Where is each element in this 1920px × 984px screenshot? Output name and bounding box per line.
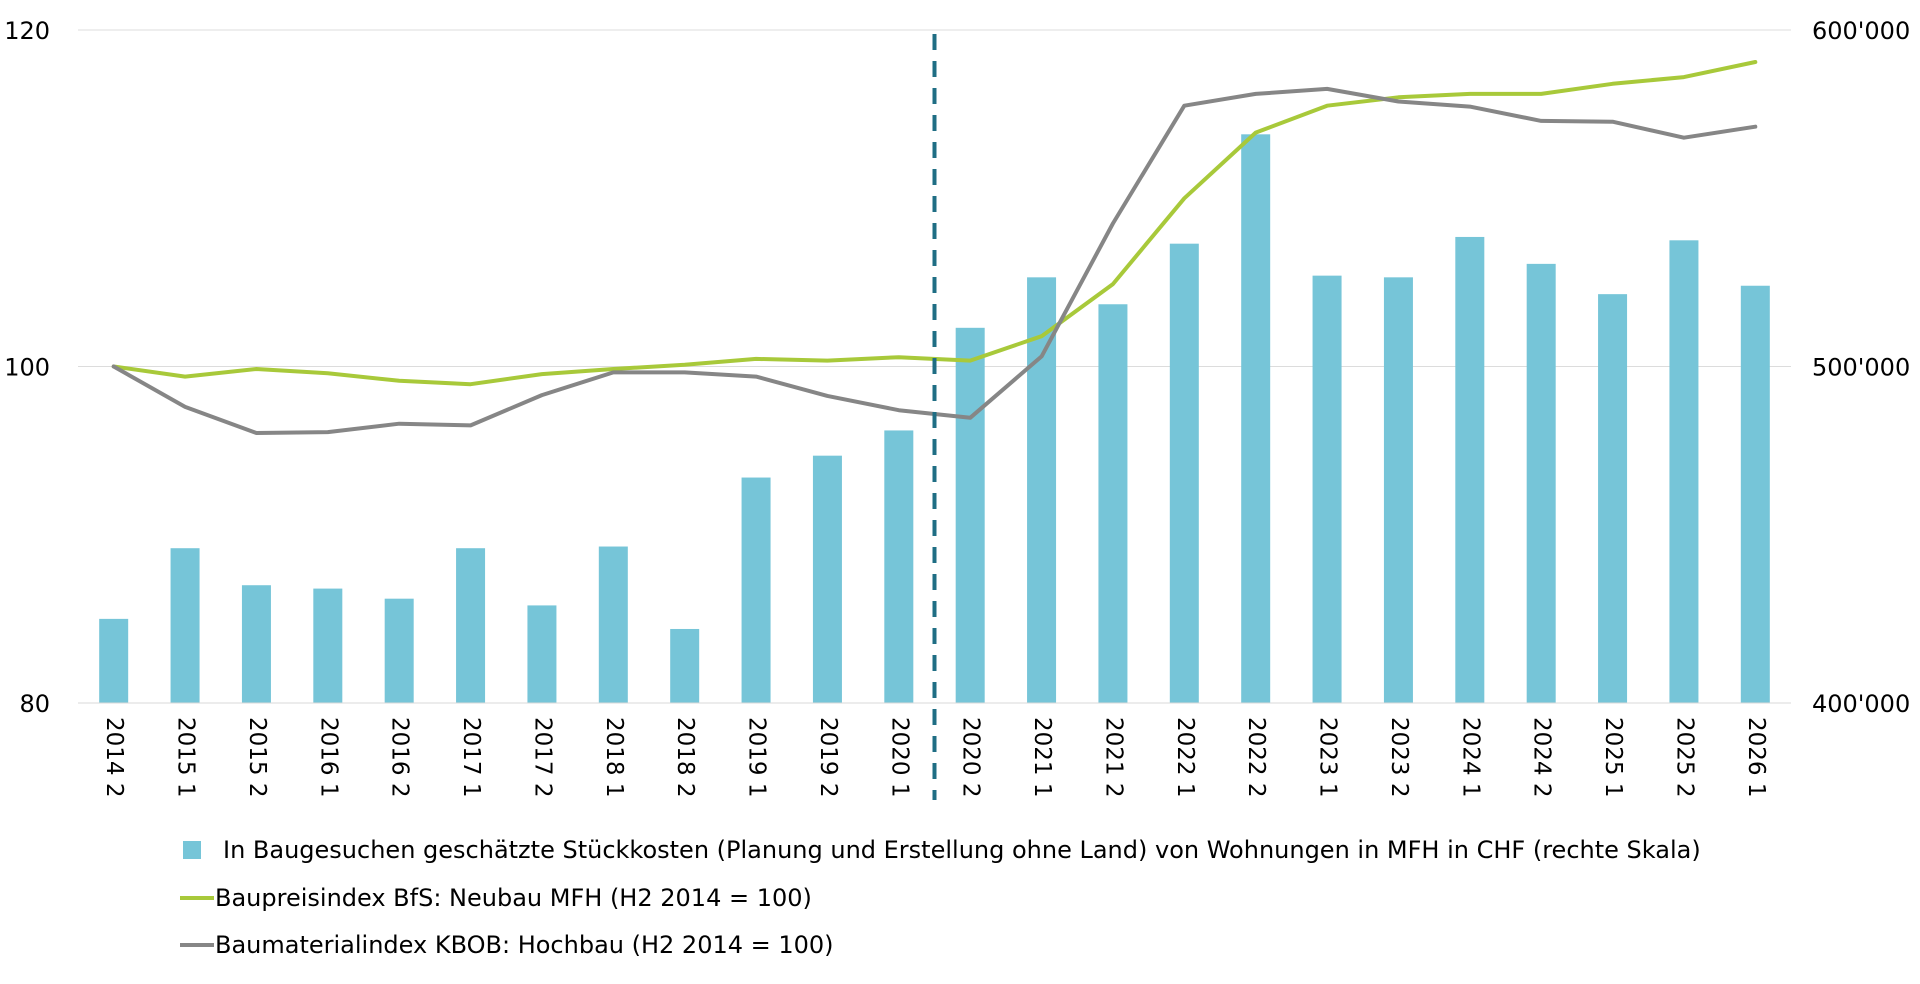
- x-tick-label: 2025 2: [1671, 717, 1697, 797]
- x-tick-label: 2023 1: [1315, 717, 1341, 797]
- x-tick-label: 2021 1: [1029, 717, 1055, 797]
- bar: [598, 546, 628, 703]
- legend: In Baugesuchen geschätzte Stückkosten (P…: [180, 836, 1701, 959]
- x-tick-label: 2025 1: [1600, 717, 1626, 797]
- y-left-tick-label: 80: [19, 690, 50, 718]
- x-tick-label: 2018 2: [672, 717, 698, 797]
- x-tick-label: 2021 2: [1100, 717, 1126, 797]
- bar-series: [99, 134, 1770, 704]
- y-left-tick-label: 120: [4, 17, 50, 45]
- x-tick-label: 2017 2: [529, 717, 555, 797]
- bar: [884, 430, 914, 703]
- bar: [1455, 236, 1485, 703]
- y-right-tick-label: 500'000: [1812, 354, 1910, 382]
- x-tick-label: 2022 2: [1243, 717, 1269, 797]
- bar: [170, 548, 200, 703]
- y-right-tick-label: 400'000: [1812, 690, 1910, 718]
- x-tick-label: 2023 2: [1386, 717, 1412, 797]
- bar: [313, 588, 343, 703]
- bar: [1526, 263, 1556, 703]
- bar: [241, 585, 271, 703]
- x-tick-label: 2015 2: [244, 717, 270, 797]
- bar: [1598, 294, 1628, 703]
- x-tick-label: 2016 1: [315, 717, 341, 797]
- bar: [741, 477, 771, 703]
- bar: [670, 628, 700, 703]
- bar: [456, 548, 486, 703]
- x-tick-label: 2020 2: [958, 717, 984, 797]
- x-tick-label: 2020 1: [886, 717, 912, 797]
- x-tick-label: 2017 1: [458, 717, 484, 797]
- x-tick-label: 2018 1: [601, 717, 627, 797]
- legend-label: In Baugesuchen geschätzte Stückkosten (P…: [223, 836, 1701, 864]
- bar: [1241, 134, 1271, 703]
- bar: [527, 605, 557, 703]
- legend-bar-swatch: [183, 841, 201, 859]
- x-tick-label: 2019 1: [744, 717, 770, 797]
- y-left-tick-label: 100: [4, 354, 50, 382]
- bar: [812, 455, 842, 703]
- bar: [1027, 277, 1057, 703]
- legend-label: Baupreisindex BfS: Neubau MFH (H2 2014 =…: [215, 884, 812, 912]
- x-tick-label: 2014 2: [101, 717, 127, 797]
- bar: [1312, 275, 1342, 703]
- bar: [1740, 285, 1770, 703]
- bar: [1383, 277, 1413, 703]
- axes: 80 100 120 400'000 500'000 600'000 2014 2 2015 …: [4, 17, 1910, 800]
- bar: [1669, 240, 1699, 703]
- bar: [384, 598, 414, 703]
- bar: [99, 618, 129, 703]
- y-right-tick-label: 600'000: [1812, 17, 1910, 45]
- bar: [1169, 243, 1199, 704]
- x-tick-label: 2024 2: [1529, 717, 1555, 797]
- x-tick-label: 2019 2: [815, 717, 841, 797]
- legend-label: Baumaterialindex KBOB: Hochbau (H2 2014 …: [215, 931, 834, 959]
- x-tick-label: 2015 1: [173, 717, 199, 797]
- x-tick-label: 2022 1: [1172, 717, 1198, 797]
- x-tick-label: 2024 1: [1457, 717, 1483, 797]
- bar: [1098, 304, 1128, 703]
- x-tick-label: 2026 1: [1743, 717, 1769, 797]
- bar: [955, 327, 985, 703]
- x-tick-label: 2016 2: [387, 717, 413, 797]
